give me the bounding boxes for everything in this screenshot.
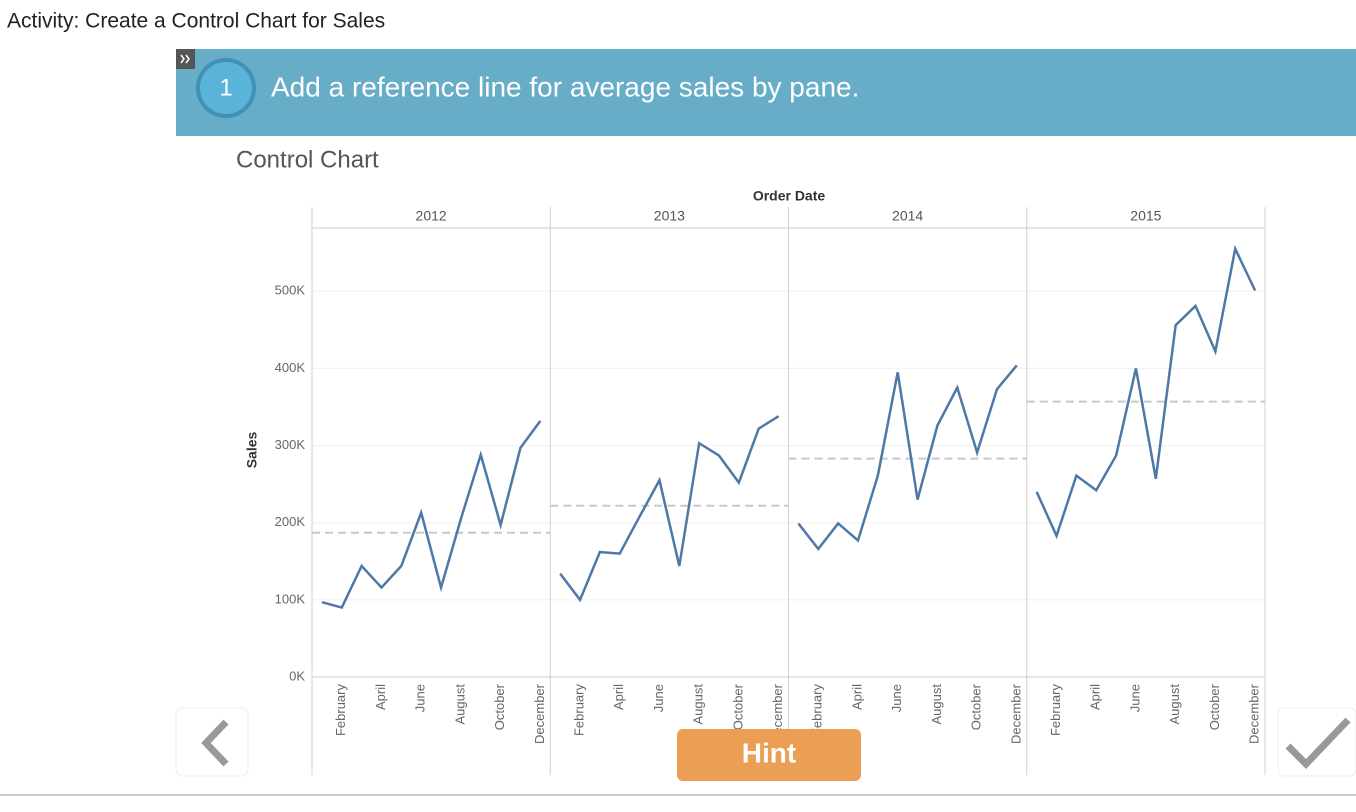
submit-button[interactable] bbox=[1277, 707, 1356, 777]
x-tick-label: June bbox=[889, 684, 904, 712]
activity-title: Activity: Create a Control Chart for Sal… bbox=[7, 10, 385, 33]
y-tick-label: 0K bbox=[289, 668, 305, 683]
x-tick-label: April bbox=[611, 684, 626, 710]
pane-header: 2015 bbox=[1130, 208, 1161, 224]
sales-line bbox=[1035, 244, 1257, 540]
x-tick-label: October bbox=[969, 683, 984, 730]
x-tick-label: August bbox=[1167, 684, 1182, 725]
y-tick-label: 400K bbox=[275, 360, 306, 375]
step-number: 1 bbox=[219, 74, 232, 101]
y-tick-label: 300K bbox=[275, 437, 306, 452]
y-tick-label: 500K bbox=[275, 283, 306, 298]
x-tick-label: December bbox=[532, 683, 547, 744]
x-tick-label: October bbox=[492, 683, 507, 730]
chart: 0K 100K 200K 300K 400K 500K 2012 February April J… bbox=[275, 207, 1266, 775]
pane-header: 2014 bbox=[892, 208, 923, 224]
y-axis-title: Sales bbox=[244, 431, 260, 468]
hint-label: Hint bbox=[742, 737, 796, 768]
x-tick-label: April bbox=[373, 684, 388, 710]
x-tick-label: June bbox=[413, 684, 428, 712]
pane-header: 2012 bbox=[416, 208, 447, 224]
x-tick-label: February bbox=[810, 684, 825, 737]
x-tick-label: August bbox=[452, 684, 467, 725]
x-tick-label: June bbox=[651, 684, 666, 712]
x-tick-label: April bbox=[849, 684, 864, 710]
x-tick-label: December bbox=[770, 683, 785, 744]
back-button[interactable] bbox=[175, 707, 249, 777]
y-tick-label: 200K bbox=[275, 514, 306, 529]
sales-line bbox=[559, 415, 780, 603]
step-banner bbox=[176, 49, 1356, 136]
y-tick-label: 100K bbox=[275, 591, 306, 606]
x-tick-label: October bbox=[730, 683, 745, 730]
x-tick-label: April bbox=[1088, 684, 1103, 710]
x-tick-label: February bbox=[333, 684, 348, 737]
collapse-toggle[interactable] bbox=[176, 49, 195, 69]
hint-button[interactable]: Hint bbox=[677, 729, 861, 781]
x-axis-title: Order Date bbox=[753, 188, 826, 204]
x-tick-label: December bbox=[1247, 683, 1262, 744]
step-instruction: Add a reference line for average sales b… bbox=[271, 71, 859, 102]
x-tick-label: June bbox=[1127, 684, 1142, 712]
sales-line bbox=[797, 364, 1018, 551]
x-tick-label: February bbox=[571, 684, 586, 737]
chart-title: Control Chart bbox=[236, 146, 379, 173]
sales-line bbox=[321, 420, 542, 610]
x-tick-label: February bbox=[1048, 684, 1063, 737]
pane-header: 2013 bbox=[654, 208, 685, 224]
step-badge bbox=[196, 58, 256, 118]
x-tick-label: December bbox=[1008, 683, 1023, 744]
x-tick-label: August bbox=[691, 684, 706, 725]
x-tick-label: August bbox=[929, 684, 944, 725]
x-tick-label: October bbox=[1207, 683, 1222, 730]
